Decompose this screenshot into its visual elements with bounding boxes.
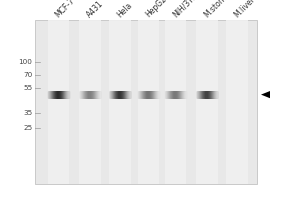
Text: A431: A431 [85, 0, 106, 19]
Bar [226, 20, 248, 184]
Text: HepG2: HepG2 [144, 0, 168, 19]
Bar [79, 20, 101, 184]
Text: NIH/3T3: NIH/3T3 [171, 0, 199, 19]
Bar [196, 20, 218, 184]
Text: 100: 100 [19, 59, 32, 65]
Text: 70: 70 [23, 72, 32, 78]
Bar [48, 20, 69, 184]
Text: Hela: Hela [115, 0, 134, 19]
Text: M.stomach: M.stomach [202, 0, 238, 19]
Text: 55: 55 [23, 85, 32, 91]
Text: 35: 35 [23, 110, 32, 116]
Text: M.liver: M.liver [232, 0, 257, 19]
Polygon shape [261, 91, 270, 98]
Bar [165, 20, 186, 184]
Text: MCF-7: MCF-7 [54, 0, 77, 19]
Bar [109, 20, 131, 184]
Bar [138, 20, 159, 184]
Text: 25: 25 [23, 125, 32, 131]
Bar [34, 20, 256, 184]
